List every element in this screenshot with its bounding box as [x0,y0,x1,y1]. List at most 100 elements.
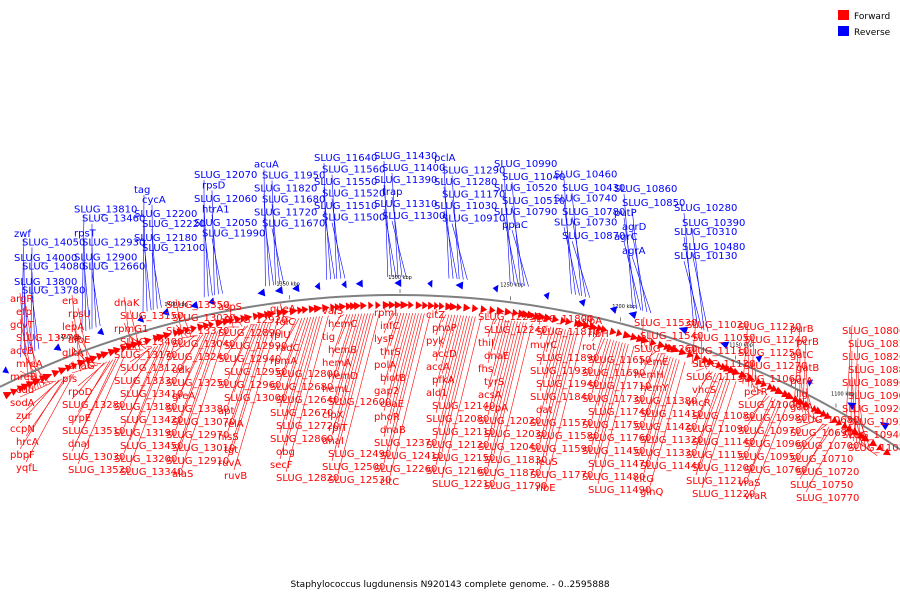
forward-gene-arrow [89,355,98,363]
forward-gene-arrow [766,382,774,391]
reverse-gene-label: rpsT [74,229,97,240]
tick-label: 1250 kbp [500,282,524,288]
forward-gene-label: vraR [744,491,767,502]
forward-gene-label: ald1 [426,388,448,399]
forward-gene-arrow [9,388,18,396]
forward-gene-arrow [25,381,35,389]
forward-gene-label: SLUG_12950 [224,367,287,378]
forward-gene-arrow [573,319,581,328]
reverse-gene-label: SLUG_11680 [262,194,325,205]
forward-gene-label: SLUG_11790 [484,481,547,492]
forward-gene-label: SLUG_12080 [426,414,489,425]
forward-label-line [25,305,39,389]
forward-gene-arrow [20,383,30,391]
forward-gene-arrow [445,302,454,311]
forward-gene-label: leuS [536,457,558,468]
forward-label-line [539,326,552,366]
forward-gene-arrow [731,367,740,376]
forward-gene-arrow [252,312,260,321]
forward-label-line [71,364,99,374]
forward-gene-label: grpE [68,413,91,424]
reverse-label-line [451,175,460,280]
forward-label-line [19,377,66,450]
forward-gene-label: SLUG_11650 [588,355,651,366]
reverse-gene-arrow [847,402,857,411]
forward-gene-label: SLUG_12030 [484,429,547,440]
forward-label-line [539,329,569,444]
forward-gene-arrow [64,364,73,373]
forward-gene-label: SLUG_11200 [692,463,755,474]
forward-gene-label: pcrB [796,337,819,348]
forward-gene-label: SLUG_12240 [484,325,547,336]
forward-gene-label: SLUG_13240 [166,352,229,363]
forward-gene-label: SLUG_12500 [322,462,385,473]
forward-gene-label: accB [10,346,34,357]
forward-gene-arrow [565,317,572,326]
forward-label-line [285,316,323,447]
reverse-label-line [623,217,637,310]
forward-gene-label: SLUG_11750 [582,420,645,431]
forward-gene-label: citG [634,474,654,485]
reverse-gene-label: SLUG_13460 [82,214,145,225]
reverse-gene-label: SLUG_12660 [82,262,145,273]
forward-label-line [331,314,354,384]
forward-label-line [285,318,300,343]
forward-gene-label: ruvA [218,458,241,469]
forward-gene-label: ribH [588,329,609,340]
reverse-gene-label: zwf [14,229,31,240]
forward-gene-label: obg [276,447,295,458]
reverse-gene-arrow [609,306,618,314]
reverse-gene-label: SLUG_13780 [22,285,85,296]
reverse-gene-arrow [190,300,199,309]
forward-gene-label: SLUG_13120 [120,363,183,374]
reverse-label-line [683,237,699,329]
forward-gene-label: gatB [796,363,819,374]
reverse-gene-label: SLUG_11520 [322,189,385,200]
forward-label-line [337,313,368,423]
forward-label-line [279,319,291,330]
forward-gene-arrow [112,346,121,355]
forward-gene-label: SLUG_13450 [120,441,183,452]
forward-gene-arrow [533,311,541,320]
forward-gene-label: glnQ [640,487,663,498]
reverse-gene-label: SLUG_11310 [374,199,437,210]
forward-label-line [389,313,425,451]
forward-gene-label: SLUG_12990 [224,341,287,352]
forward-gene-arrow [76,359,87,368]
forward-label-line [175,333,207,404]
reverse-label-line [81,214,85,333]
forward-gene-label: SLUG_11710 [588,381,651,392]
forward-label-line [331,314,348,358]
forward-gene-label: hemC [328,319,357,330]
legend-reverse-swatch [838,26,849,36]
forward-gene-label: hemE [640,357,669,368]
reverse-label-line [271,180,276,285]
reverse-strand-genes [2,279,890,431]
forward-gene-arrow [215,319,225,328]
forward-gene-label: dnaI [322,436,344,447]
forward-label-line [435,314,450,362]
forward-gene-label: SLUG_11800 [530,314,593,325]
forward-gene-arrow [551,314,560,323]
forward-gene-label: SLUG_13070 [172,417,235,428]
forward-gene-label: hemY [640,383,669,394]
reverse-gene-label: SLUG_11390 [374,175,437,186]
forward-label-line [753,404,788,491]
forward-gene-label: SLUG_12680 [270,382,333,393]
forward-label-line [19,382,54,398]
reverse-gene-label: SLUG_11950 [262,170,325,181]
reverse-connector-lines [20,160,709,358]
forward-label-line [175,332,213,430]
reverse-gene-label: SLUG_14050 [22,237,85,248]
forward-gene-label: hemD [328,371,358,382]
forward-label-line [487,319,507,390]
forward-label-line [857,441,878,457]
forward-gene-label: SLUG_12110 [432,427,495,438]
forward-gene-arrow [382,301,391,310]
legend-forward-swatch [838,10,849,20]
reverse-label-line [623,241,642,311]
forward-gene-arrow [582,321,591,329]
forward-label-line [539,325,546,340]
reverse-label-line [331,222,346,279]
